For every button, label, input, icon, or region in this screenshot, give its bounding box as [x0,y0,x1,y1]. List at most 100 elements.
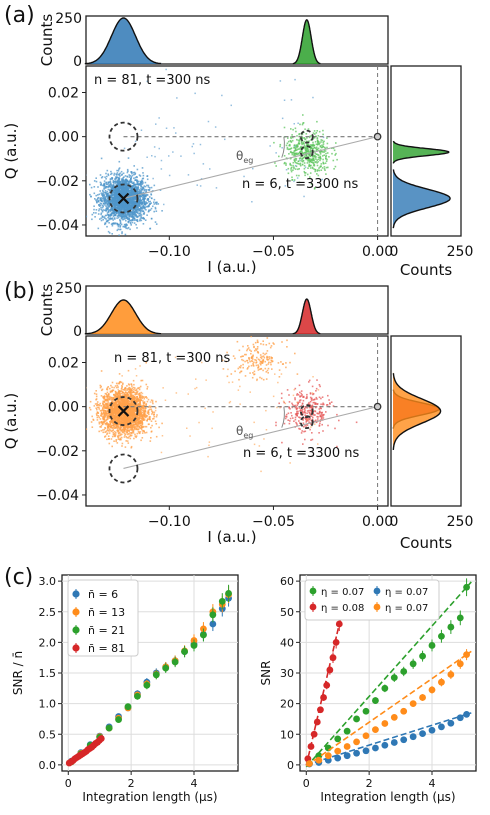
scatter-point [121,178,124,181]
scatter-point [114,203,116,205]
scatter-point [109,210,112,213]
scatter-point [119,428,122,430]
scatter-point [320,163,323,165]
scatter-point [133,426,135,429]
scatter-point [95,200,98,203]
scatter-point [115,415,117,418]
stray-point [180,155,182,157]
scatter-point [303,164,306,167]
scatter-point [101,415,103,417]
scatter-point [122,181,124,184]
scatter-point [285,164,287,166]
scatter-point [127,203,129,205]
scatter-point [90,186,93,189]
scatter-point [107,216,109,219]
scatter-point [113,205,116,208]
scatter-point [120,187,123,190]
scatter-point [96,198,99,201]
scatter-point [125,180,128,183]
scatter-point [319,157,322,159]
scatter-point [141,405,144,407]
top-hist-peaks-b [84,298,321,335]
scatter-point [153,198,156,201]
scatter-point [287,137,289,139]
scatter-point [149,209,152,211]
scatter-point [112,196,114,199]
scatter-point [132,430,134,432]
scatter-point [98,421,101,424]
scatter-point [147,189,149,191]
scatter-point [104,222,107,225]
scatter-point [101,407,104,409]
scatter-point [100,426,102,428]
scatter-point [304,128,306,130]
scatter-point [119,438,121,441]
scatter-point [107,173,109,175]
scatter-point [325,160,328,162]
scatter-point [122,201,125,204]
stray-point [251,201,253,203]
scatter-point [117,190,119,193]
scatter-point [110,212,113,215]
scatter-point [106,203,109,206]
scatter-point [320,150,323,152]
scatter-point [130,188,133,191]
scatter-point [295,157,298,160]
stray-point [146,80,148,83]
scatter-point [135,209,137,212]
scatter-point [116,384,119,387]
stray-point [221,94,223,97]
scatter-point [313,137,316,139]
scatter-point [121,385,123,387]
scatter-point [317,174,320,177]
scatter-point [298,148,300,150]
scatter-point [118,168,120,170]
scatter-point [109,185,112,187]
scatter-point [299,146,302,149]
scatter-point [304,172,307,174]
scatter-point [145,206,148,208]
scatter-point [129,222,132,225]
scatter-point [315,156,317,158]
scatter-point [115,386,118,389]
scatter-point [139,184,142,186]
scatter-point [133,218,135,220]
scatter-point [104,186,107,189]
scatter-point [98,205,101,207]
scatter-point [154,221,157,223]
scatter-point [112,193,114,195]
stray-point [269,145,271,147]
y-tick-label: −0.02 [36,174,79,190]
scatter-point [122,401,124,403]
scatter-point [130,181,132,183]
scatter-point [126,227,129,230]
scatter-point [140,439,142,442]
scatter-point [119,425,122,428]
scatter-point [102,417,104,419]
scatter-point [104,197,107,199]
scatter-point [125,203,127,205]
scatter-point [121,186,124,189]
scatter-point [139,212,141,214]
scatter-point [154,206,157,209]
scatter-point [105,411,108,414]
scatter-point [105,191,107,194]
scatter-point [103,216,106,218]
scatter-point [138,205,141,207]
scatter-point [103,418,106,421]
scatter-point [99,402,101,405]
scatter-point [99,190,101,192]
scatter-point [119,437,122,440]
scatter-point [121,399,124,402]
scatter-point [297,163,300,165]
scatter-point [295,152,297,155]
scatter-point [290,164,292,167]
scatter-point [299,123,301,126]
scatter-point [120,193,123,196]
scatter-point [107,195,110,198]
scatter-point [156,201,158,204]
scatter-overlay-a [108,66,382,236]
scatter-point [132,193,135,196]
scatter-point [126,396,129,398]
scatter-point [127,383,130,385]
